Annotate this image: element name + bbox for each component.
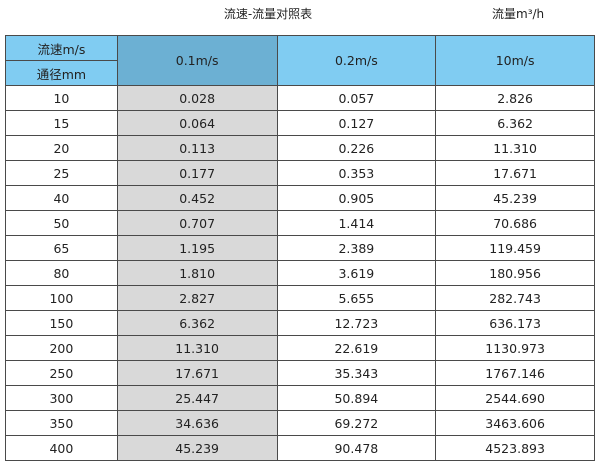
diameter-cell: 10 [5,85,118,111]
table-row: 15 0.064 0.127 6.362 [5,110,595,136]
flow-cell: 0.177 [116,160,278,186]
flow-cell: 50.894 [276,385,437,411]
diameter-cell: 350 [5,410,118,436]
flow-cell: 45.239 [435,185,595,211]
column-header: 10m/s [435,35,595,86]
flow-cell: 119.459 [435,235,595,261]
flow-cell: 6.362 [116,310,278,336]
unit-label: 流量m³/h [492,7,545,21]
flow-cell: 4523.893 [435,435,595,461]
flow-cell: 1.195 [116,235,278,261]
flow-cell: 0.064 [116,110,278,136]
column-header: 0.2m/s [276,35,437,86]
flow-cell: 70.686 [435,210,595,236]
flow-cell: 5.655 [276,285,437,311]
diameter-cell: 40 [5,185,118,211]
diameter-cell: 200 [5,335,118,361]
diameter-cell: 150 [5,310,118,336]
flow-cell: 2.389 [276,235,437,261]
flow-cell: 1767.146 [435,360,595,386]
table-title: 流速-流量对照表 [223,7,313,21]
velocity-header: 流速m/s [5,35,118,61]
diameter-cell: 65 [5,235,118,261]
flow-cell: 12.723 [276,310,437,336]
table-row: 80 1.810 3.619 180.956 [5,260,595,286]
flow-cell: 0.057 [276,85,437,111]
flow-cell: 636.173 [435,310,595,336]
table-row: 250 17.671 35.343 1767.146 [5,360,595,386]
flow-table: 流速m/s 0.1m/s 0.2m/s 10m/s 通径mm 10 0.028 0.… [5,35,595,461]
flow-cell: 1130.973 [435,335,595,361]
flow-cell: 11.310 [116,335,278,361]
flow-cell: 0.452 [116,185,278,211]
diameter-cell: 300 [5,385,118,411]
flow-cell: 1.414 [276,210,437,236]
table-row: 20 0.113 0.226 11.310 [5,135,595,161]
flow-cell: 2544.690 [435,385,595,411]
flow-cell: 3463.606 [435,410,595,436]
table-row: 65 1.195 2.389 119.459 [5,235,595,261]
flow-cell: 1.810 [116,260,278,286]
table-row: 25 0.177 0.353 17.671 [5,160,595,186]
flow-cell: 45.239 [116,435,278,461]
table-row: 100 2.827 5.655 282.743 [5,285,595,311]
flow-cell: 0.028 [116,85,278,111]
table-row: 10 0.028 0.057 2.826 [5,85,595,111]
diameter-cell: 20 [5,135,118,161]
diameter-cell: 25 [5,160,118,186]
table-row: 200 11.310 22.619 1130.973 [5,335,595,361]
flow-cell: 2.826 [435,85,595,111]
diameter-cell: 250 [5,360,118,386]
column-header: 0.1m/s [116,35,278,86]
diameter-cell: 50 [5,210,118,236]
flow-cell: 22.619 [276,335,437,361]
flow-cell: 69.272 [276,410,437,436]
table-row: 50 0.707 1.414 70.686 [5,210,595,236]
flow-cell: 180.956 [435,260,595,286]
diameter-cell: 15 [5,110,118,136]
diameter-cell: 100 [5,285,118,311]
diameter-header: 通径mm [5,60,118,86]
diameter-cell: 400 [5,435,118,461]
flow-cell: 3.619 [276,260,437,286]
flow-cell: 11.310 [435,135,595,161]
flow-cell: 25.447 [116,385,278,411]
flow-cell: 0.707 [116,210,278,236]
table-row: 400 45.239 90.478 4523.893 [5,435,595,461]
flow-cell: 0.353 [276,160,437,186]
table-row: 300 25.447 50.894 2544.690 [5,385,595,411]
flow-cell: 282.743 [435,285,595,311]
table-row: 350 34.636 69.272 3463.606 [5,410,595,436]
diameter-cell: 80 [5,260,118,286]
flow-cell: 34.636 [116,410,278,436]
flow-cell: 0.226 [276,135,437,161]
table-row: 40 0.452 0.905 45.239 [5,185,595,211]
flow-cell: 35.343 [276,360,437,386]
flow-cell: 17.671 [116,360,278,386]
flow-cell: 6.362 [435,110,595,136]
flow-cell: 2.827 [116,285,278,311]
table-row: 150 6.362 12.723 636.173 [5,310,595,336]
flow-cell: 0.127 [276,110,437,136]
flow-cell: 0.905 [276,185,437,211]
flow-cell: 0.113 [116,135,278,161]
flow-cell: 90.478 [276,435,437,461]
flow-cell: 17.671 [435,160,595,186]
